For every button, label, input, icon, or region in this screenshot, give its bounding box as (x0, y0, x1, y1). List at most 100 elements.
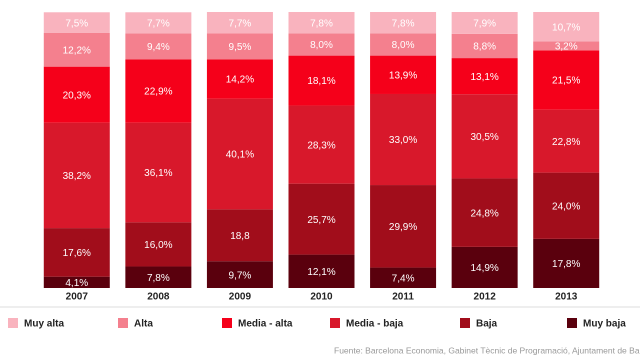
legend-swatch (330, 318, 340, 328)
source: Fuente: Barcelona Economia, Gabinet Tècn… (334, 345, 640, 355)
bar-segment (451, 58, 518, 95)
x-tick-label: 2007 (66, 292, 89, 303)
legend-label: Media - baja (346, 319, 404, 330)
x-tick-label: 2009 (229, 292, 252, 303)
bar-segment (288, 254, 355, 288)
x-tick-label: 2013 (555, 292, 578, 303)
bar-segment (288, 183, 355, 255)
bar-segment (533, 12, 600, 42)
bar-segment (370, 267, 437, 288)
value-label: 33,0% (389, 135, 417, 146)
value-label: 17,8% (552, 259, 580, 270)
value-label: 9,5% (229, 42, 252, 53)
value-label: 22,8% (552, 137, 580, 148)
value-label: 9,7% (229, 270, 252, 281)
legend-label: Media - alta (238, 319, 293, 330)
value-label: 9,4% (147, 42, 170, 53)
bar-segment (125, 266, 192, 288)
value-label: 12,1% (307, 267, 335, 278)
value-label: 14,2% (226, 75, 254, 86)
value-label: 3,2% (555, 42, 578, 53)
value-label: 8,8% (473, 42, 496, 53)
value-label: 7,4% (392, 273, 415, 284)
bar-segment (451, 33, 518, 59)
value-label: 14,9% (470, 263, 498, 274)
value-label: 36,1% (144, 168, 172, 179)
bar-segment (451, 178, 518, 247)
bar-segment (43, 228, 110, 277)
bar-segment (451, 12, 518, 34)
bar-segment (288, 12, 355, 34)
value-label: 8,0% (310, 40, 333, 51)
legend-label: Muy alta (24, 319, 64, 330)
value-label: 7,7% (147, 19, 170, 30)
bar-segment (533, 50, 600, 110)
bar-segment (451, 94, 518, 179)
value-label: 40,1% (226, 150, 254, 161)
value-label: 4,1% (65, 278, 88, 289)
bar-segment (451, 246, 518, 288)
bar-segment (288, 105, 355, 184)
bar-segment (43, 276, 110, 288)
value-label: 22,9% (144, 87, 172, 98)
legend-swatch (118, 318, 128, 328)
bar-segment (533, 238, 600, 288)
legend-label: Alta (134, 319, 153, 330)
value-label: 10,7% (552, 22, 580, 33)
value-label: 28,3% (307, 140, 335, 151)
x-tick-label: 2010 (310, 292, 333, 303)
value-label: 20,3% (63, 90, 91, 101)
value-label: 38,2% (63, 171, 91, 182)
bar-segment (125, 122, 192, 223)
bar-segment (43, 66, 110, 123)
bar-segment (370, 55, 437, 94)
value-label: 7,7% (229, 18, 252, 29)
value-label: 7,8% (392, 18, 415, 29)
bar-segment (206, 209, 273, 262)
bar-segment (43, 122, 110, 229)
bar-segment (125, 12, 192, 34)
bar-segment (288, 33, 355, 56)
value-label: 16,0% (144, 240, 172, 251)
value-label: 8,0% (392, 40, 415, 51)
value-label: 7,9% (473, 19, 496, 30)
bar-segment (206, 59, 273, 99)
bar-segment (533, 172, 600, 239)
value-label: 17,6% (63, 248, 91, 259)
bar-segment (43, 32, 110, 67)
value-label: 7,8% (310, 18, 333, 29)
bar-segment (125, 59, 192, 123)
value-label: 13,9% (389, 70, 417, 81)
bar-segment (206, 12, 273, 34)
value-label: 13,1% (470, 72, 498, 83)
value-label: 24,0% (552, 201, 580, 212)
bar-segment (125, 33, 192, 60)
bar-segment (370, 185, 437, 268)
value-label: 12,2% (63, 45, 91, 56)
bar-segment (533, 109, 600, 173)
bar-segment (370, 33, 437, 56)
legend-label: Muy baja (583, 319, 626, 330)
bar-segment (533, 41, 600, 51)
value-label: 25,7% (307, 215, 335, 226)
value-label: 18,8 (230, 231, 250, 242)
bar-segment (206, 33, 273, 60)
x-tick-label: 2008 (147, 292, 170, 303)
legend-label: Baja (476, 319, 498, 330)
bar-segment (206, 261, 273, 288)
legend-swatch (567, 318, 577, 328)
legend-swatch (8, 318, 18, 328)
value-label: 24,8% (470, 208, 498, 219)
value-label: 30,5% (470, 132, 498, 143)
value-label: 7,8% (147, 273, 170, 284)
legend-swatch (222, 318, 232, 328)
value-label: 7,5% (65, 18, 88, 29)
bar-segment (125, 222, 192, 267)
x-tick-label: 2011 (392, 292, 414, 303)
legend-swatch (460, 318, 470, 328)
bar-segment (370, 12, 437, 34)
bar-segment (43, 12, 110, 33)
x-tick-label: 2012 (474, 292, 497, 303)
bar-segment (206, 98, 273, 210)
